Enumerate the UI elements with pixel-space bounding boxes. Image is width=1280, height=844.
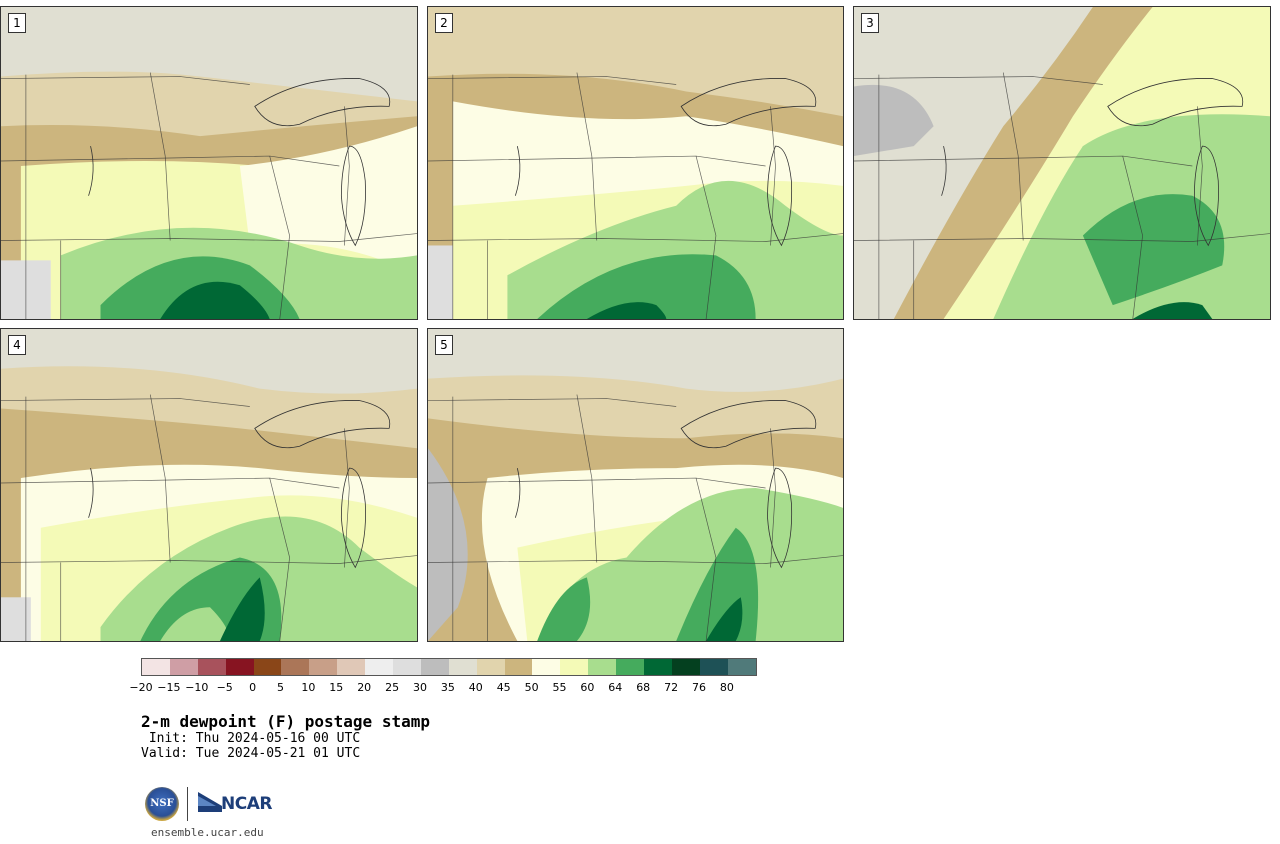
colorbar-segment (393, 659, 421, 675)
colorbar-tick: 25 (385, 681, 400, 694)
postage-stamp-map-4: 4 (0, 328, 418, 642)
colorbar-tick: 50 (524, 681, 539, 694)
colorbar-tick: 40 (468, 681, 483, 694)
dewpoint-map-5 (428, 329, 843, 641)
colorbar-segment (644, 659, 672, 675)
colorbar-tick: −5 (216, 681, 233, 694)
colorbar-tick: −20 (129, 681, 153, 694)
colorbar-segment (420, 659, 449, 675)
colorbar-segment (671, 659, 700, 675)
colorbar-tick: 55 (552, 681, 567, 694)
colorbar-segment (225, 659, 254, 675)
ncar-logo-icon (198, 792, 222, 812)
colorbar-tick: 35 (440, 681, 455, 694)
colorbar-segment (142, 659, 170, 675)
site-url: ensemble.ucar.edu (151, 826, 264, 839)
init-time: Init: Thu 2024-05-16 00 UTC (141, 731, 361, 746)
dewpoint-map-4 (1, 329, 417, 641)
dewpoint-colorbar (141, 658, 757, 676)
colorbar-tick: 15 (329, 681, 344, 694)
colorbar-segment (365, 659, 394, 675)
nsf-logo-icon: NSF (145, 787, 179, 821)
postage-stamp-map-1: 1 (0, 6, 418, 320)
colorbar-segment (337, 659, 366, 675)
colorbar-segment (309, 659, 338, 675)
dewpoint-map-1 (1, 7, 417, 319)
colorbar-segment (504, 659, 533, 675)
colorbar-segment (448, 659, 477, 675)
colorbar-segment (476, 659, 505, 675)
nsf-logo-text: NSF (150, 798, 174, 809)
dewpoint-map-2 (428, 7, 843, 319)
colorbar-tick: 0 (249, 681, 257, 694)
colorbar-tick: −10 (185, 681, 209, 694)
colorbar-tick: 30 (413, 681, 427, 694)
panel-number-label: 4 (8, 335, 26, 355)
panel-number-label: 5 (435, 335, 453, 355)
colorbar-tick: 64 (608, 681, 623, 694)
colorbar-segment (560, 659, 589, 675)
panel-number-label: 1 (8, 13, 26, 33)
colorbar-segment (197, 659, 226, 675)
colorbar-tick: 60 (580, 681, 595, 694)
colorbar-segment (588, 659, 617, 675)
logo-divider (187, 787, 188, 821)
colorbar-tick: 72 (664, 681, 679, 694)
colorbar-segment (616, 659, 645, 675)
colorbar-tick: −15 (157, 681, 181, 694)
colorbar-tick: 10 (301, 681, 316, 694)
colorbar-segment (699, 659, 728, 675)
panel-number-label: 3 (861, 13, 879, 33)
colorbar-segment (727, 659, 756, 675)
figure-title: 2-m dewpoint (F) postage stamp (141, 712, 430, 731)
postage-stamp-map-2: 2 (427, 6, 844, 320)
valid-time: Valid: Tue 2024-05-21 01 UTC (141, 746, 361, 761)
colorbar-tick: 76 (692, 681, 706, 694)
postage-stamp-map-5: 5 (427, 328, 844, 642)
colorbar-tick-labels: −20 −15 −10 −5 0 5 10 15 20 25 30 35 40 45 50 55 60 64 68 7… (129, 681, 761, 695)
colorbar-tick: 80 (719, 681, 734, 694)
colorbar-tick: 20 (357, 681, 372, 694)
dewpoint-map-3 (854, 7, 1270, 319)
colorbar-tick: 68 (636, 681, 651, 694)
postage-stamp-map-3: 3 (853, 6, 1271, 320)
colorbar-segment (281, 659, 310, 675)
colorbar-tick: 45 (496, 681, 511, 694)
colorbar-segment (253, 659, 282, 675)
panel-number-label: 2 (435, 13, 453, 33)
colorbar-segment (169, 659, 198, 675)
colorbar-tick: 5 (277, 681, 284, 694)
logo-group: NSF NCAR (145, 785, 275, 825)
ncar-logo-text: NCAR (221, 794, 272, 814)
colorbar-segment (532, 659, 561, 675)
